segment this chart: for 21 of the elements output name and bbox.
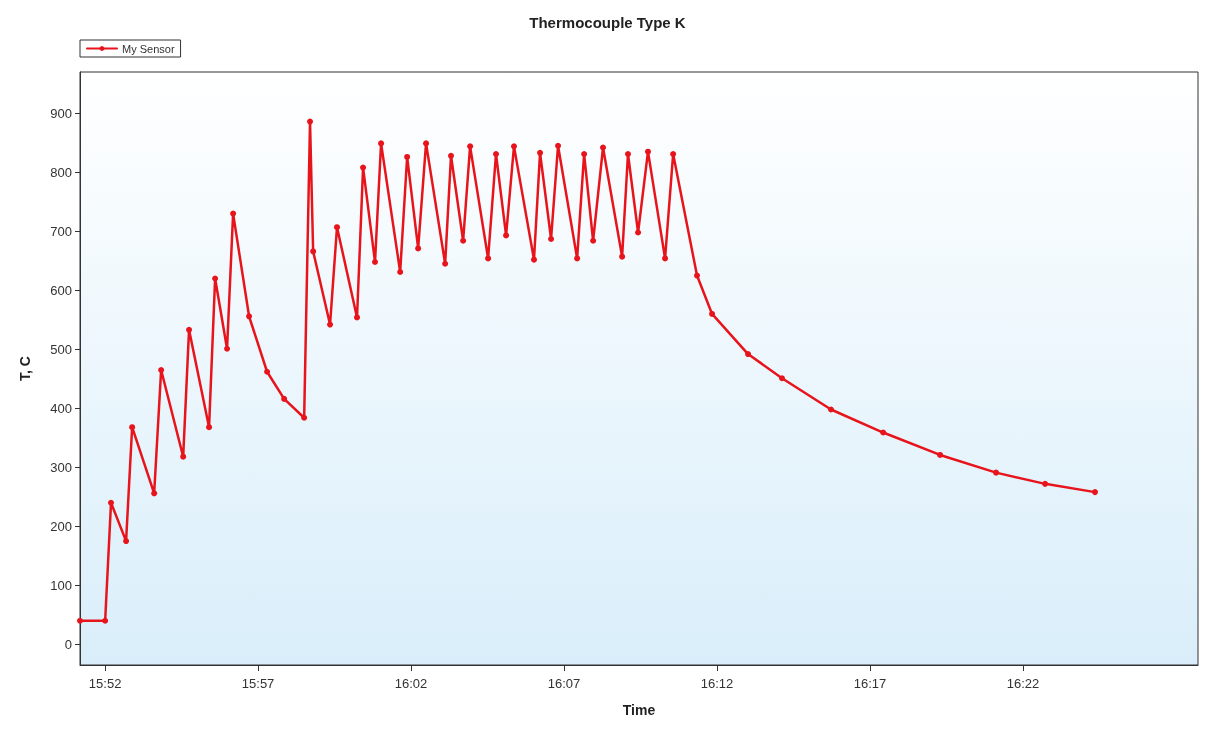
x-axis-title: Time <box>622 702 656 718</box>
x-tick-label: 15:57 <box>241 676 275 691</box>
y-tick-label: 900 <box>50 105 72 121</box>
x-tick-label: 16:22 <box>1006 676 1040 691</box>
y-axis-title: T, C <box>17 356 33 381</box>
y-tick-label: 800 <box>50 164 72 180</box>
y-tick-label: 200 <box>50 518 72 534</box>
x-tick-label: 16:17 <box>853 676 887 691</box>
x-tick-label: 16:12 <box>700 676 734 691</box>
x-tick-label: 15:52 <box>88 676 122 691</box>
y-tick-label: 300 <box>50 459 72 475</box>
y-tick-label: 500 <box>50 341 72 357</box>
y-tick-label: 100 <box>50 577 72 593</box>
y-tick-label: 700 <box>50 223 72 239</box>
y-tick-label: 0 <box>64 636 72 652</box>
x-tick-label: 16:02 <box>394 676 428 691</box>
x-tick-label: 16:07 <box>547 676 581 691</box>
y-tick-label: 600 <box>50 282 72 298</box>
chart-title: Thermocouple Type K <box>529 14 686 31</box>
legend-label: My Sensor <box>122 42 175 55</box>
y-tick-label: 400 <box>50 400 72 416</box>
